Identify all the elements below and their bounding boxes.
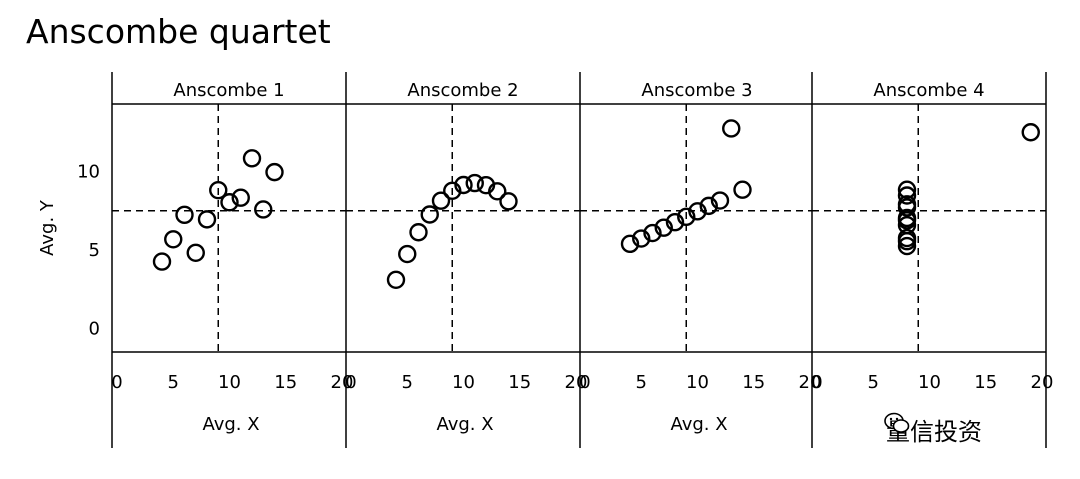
data-point	[733, 180, 752, 199]
chart-frame: 0 5 10	[77, 72, 1047, 448]
facet-panels: Anscombe 1 0 5 10 15 20 Avg. X Anscombe 2 0 5 10 15…	[111, 80, 1053, 435]
data-point	[443, 181, 462, 201]
x-tick-label: 0	[345, 372, 356, 393]
data-point	[1021, 123, 1040, 142]
data-point	[265, 162, 284, 182]
x-tick-label: 15	[974, 372, 997, 393]
watermark: 量信投资	[884, 412, 984, 447]
y-tick-label: 0	[89, 318, 100, 339]
x-tick-label: 15	[274, 372, 297, 393]
data-point	[665, 212, 685, 232]
facet-label: Anscombe 3	[641, 80, 752, 101]
data-point	[398, 244, 417, 264]
data-point	[897, 231, 917, 251]
facet-4: Anscombe 405101520Avg. X	[811, 80, 1053, 435]
data-point	[710, 191, 730, 210]
x-tick-label: 0	[579, 372, 590, 393]
x-axis-title: Avg. X	[670, 414, 727, 435]
data-point	[897, 236, 917, 256]
data-point	[897, 180, 917, 199]
data-point	[643, 223, 662, 243]
data-point	[632, 229, 651, 248]
facet-label: Anscombe 4	[873, 80, 984, 101]
data-point	[231, 188, 250, 207]
data-point	[197, 210, 217, 229]
data-point	[677, 207, 696, 227]
y-tick-label: 5	[89, 240, 100, 261]
facet-label: Anscombe 2	[407, 80, 518, 101]
data-point	[186, 243, 205, 263]
x-tick-label: 10	[918, 372, 941, 393]
x-tick-label: 5	[636, 372, 647, 393]
chart-title: Anscombe quartet	[26, 12, 331, 51]
data-point	[465, 173, 484, 193]
x-tick-label: 5	[168, 372, 179, 393]
x-tick-label: 20	[331, 372, 354, 393]
data-point	[254, 200, 273, 219]
x-tick-label: 10	[452, 372, 475, 393]
x-tick-label: 5	[402, 372, 413, 393]
data-point	[164, 230, 183, 249]
x-tick-label: 0	[111, 372, 122, 393]
facet-1: Anscombe 1 0 5 10 15 20 Avg. X	[111, 80, 353, 435]
data-point	[688, 202, 707, 221]
data-point	[722, 119, 741, 138]
data-point	[620, 234, 640, 254]
data-point	[897, 186, 917, 205]
x-tick-label: 10	[218, 372, 241, 393]
x-tick-label: 15	[508, 372, 531, 393]
x-tick-label: 20	[799, 372, 822, 393]
data-point	[431, 191, 451, 210]
data-point	[242, 149, 262, 168]
data-point	[699, 196, 718, 216]
x-axis-title: Avg. X	[202, 414, 259, 435]
wechat-icon	[884, 412, 910, 433]
x-tick-label: 5	[868, 372, 879, 393]
data-point	[175, 205, 194, 225]
data-point	[220, 193, 239, 212]
data-point	[476, 175, 496, 195]
data-point	[454, 175, 473, 195]
x-tick-label: 10	[686, 372, 709, 393]
x-tick-label: 20	[1031, 372, 1054, 393]
x-tick-label: 0	[811, 372, 822, 393]
facet-label: Anscombe 1	[173, 80, 284, 101]
data-point	[209, 180, 228, 200]
data-point	[386, 270, 406, 289]
data-point	[409, 223, 428, 242]
x-tick-label: 15	[742, 372, 765, 393]
data-point	[499, 192, 518, 211]
data-point	[654, 218, 673, 237]
data-point	[152, 252, 172, 271]
data-point	[420, 205, 439, 224]
facet-3: Anscombe 3 0 5 10 15 20 Avg. X	[579, 80, 821, 435]
x-tick-label: 20	[565, 372, 588, 393]
y-tick-label: 10	[77, 161, 100, 182]
facet-2: Anscombe 2 0 5 10 15 20 Avg. X	[345, 80, 587, 435]
y-axis-title: Avg. Y	[37, 199, 58, 256]
x-axis-title: Avg. X	[436, 414, 493, 435]
data-point	[897, 211, 917, 230]
